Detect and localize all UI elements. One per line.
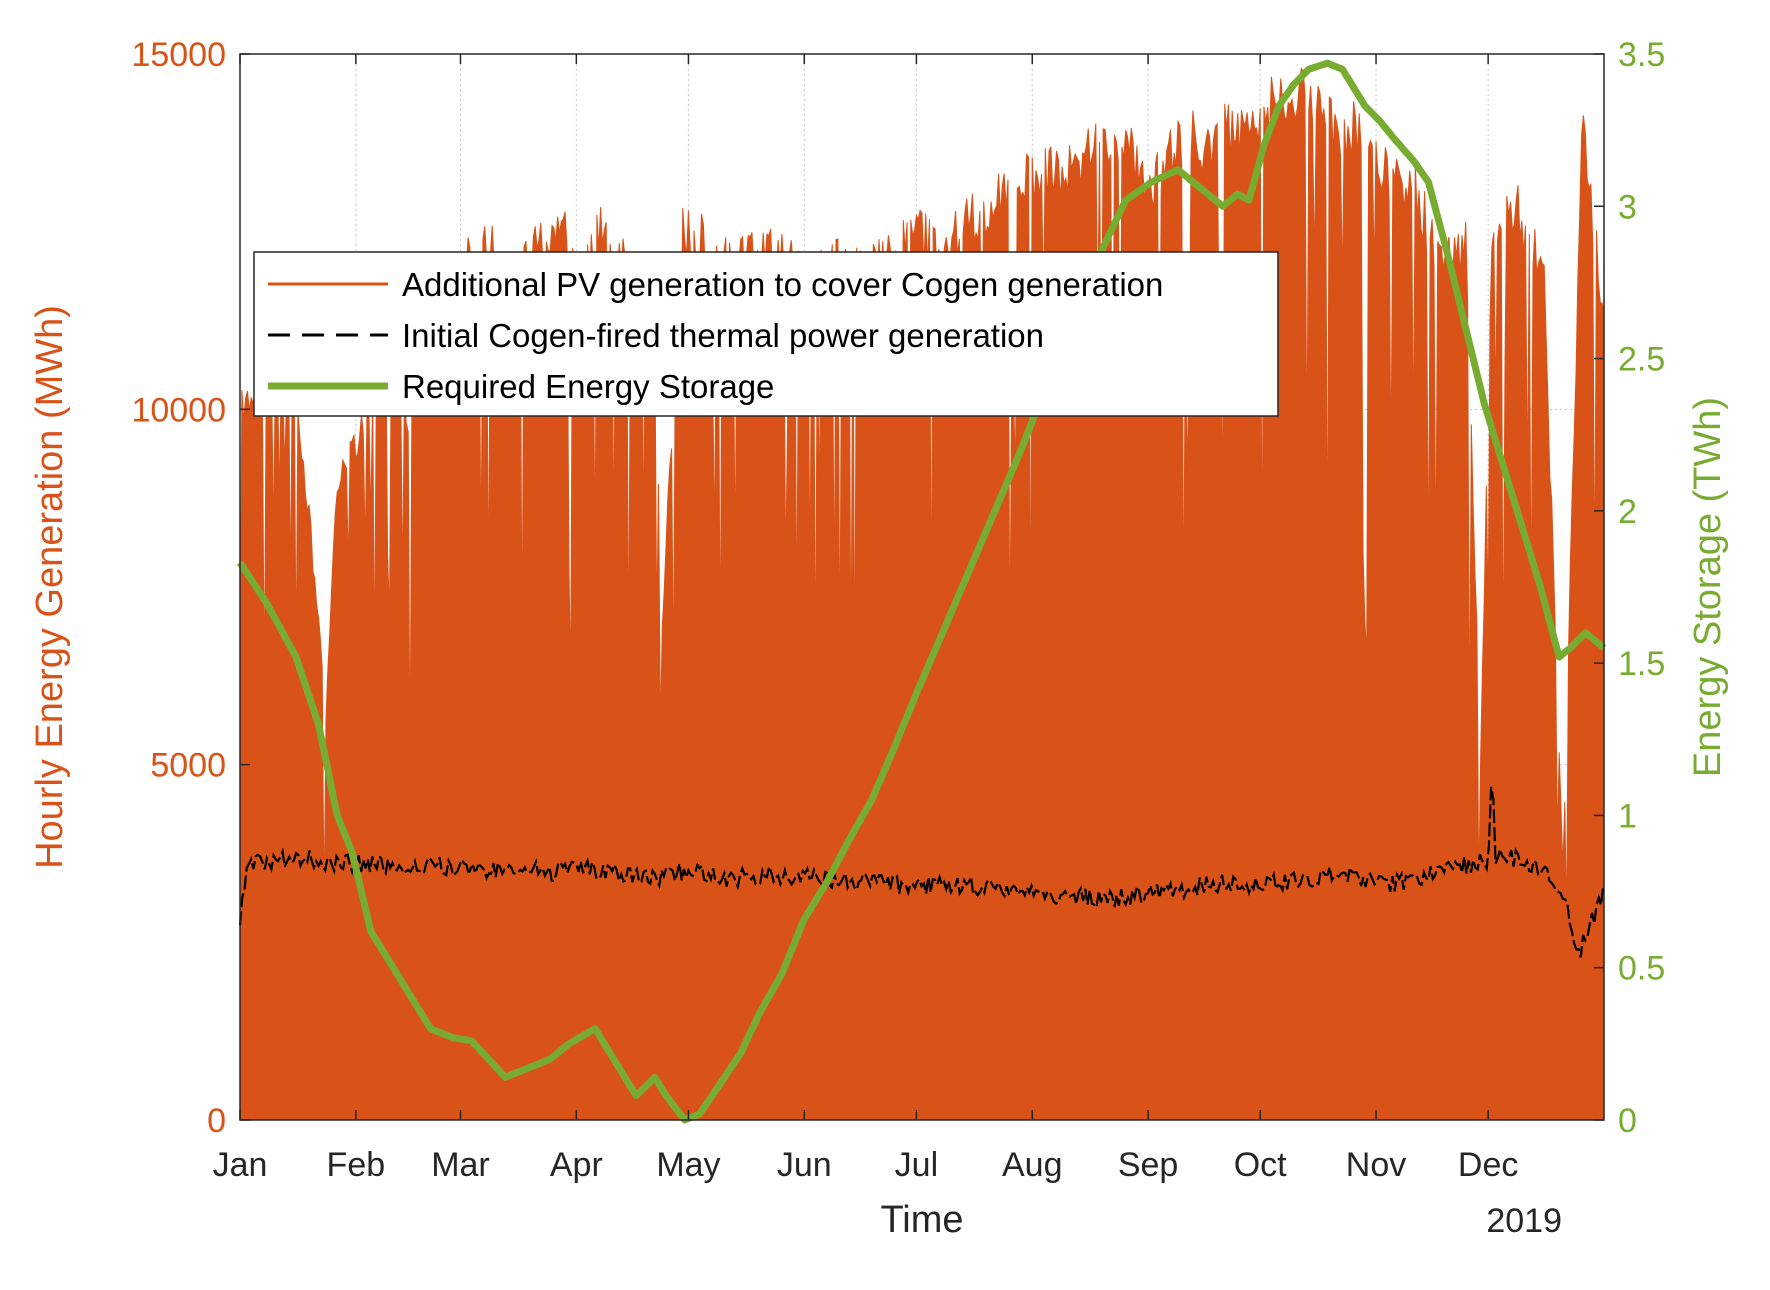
plot-area-frame	[239, 53, 1605, 1121]
x-tick-label: Nov	[1346, 1146, 1406, 1184]
right-axis-ticks: 0 0.5 1 1.5 2 2.5 3 3.5	[1618, 36, 1665, 1140]
left-tick-label: 0	[207, 1102, 226, 1140]
x-axis-title: Time	[880, 1199, 963, 1241]
legend-box	[253, 251, 1279, 417]
x-tick-label: Feb	[327, 1146, 386, 1184]
left-axis-title: Hourly Energy Generation (MWh)	[29, 305, 71, 869]
left-tick-label: 10000	[131, 391, 226, 429]
left-tick-label: 15000	[131, 36, 226, 74]
legend-label-pv: Additional PV generation to cover Cogen …	[402, 266, 1163, 303]
left-tick-label: 5000	[150, 747, 226, 785]
legend: Additional PV generation to cover Cogen …	[253, 251, 1279, 417]
right-tick-label: 1.5	[1618, 645, 1665, 683]
x-tick-label: Dec	[1458, 1146, 1518, 1184]
x-axis-ticks: Jan Feb Mar Apr May Jun Jul Aug Sep Oct Nov Dec	[213, 1146, 1519, 1184]
legend-label-storage: Required Energy Storage	[402, 368, 774, 405]
right-tick-label: 2.5	[1618, 341, 1665, 379]
left-axis-ticks: 0 5000 10000 15000	[131, 36, 226, 1140]
energy-storage-series	[237, 59, 1607, 1124]
cogen-generation-series	[238, 786, 1605, 958]
x-tick-label: Oct	[1234, 1146, 1287, 1184]
x-tick-label: Sep	[1118, 1146, 1179, 1184]
pv-generation-area	[239, 67, 1605, 1121]
right-tick-label: 3	[1618, 188, 1637, 226]
year-label: 2019	[1486, 1202, 1562, 1240]
x-tick-label: May	[656, 1146, 720, 1184]
cogen-generation-line	[238, 786, 1605, 958]
right-tick-label: 0	[1618, 1102, 1637, 1140]
x-tick-label: Apr	[550, 1146, 603, 1184]
x-tick-label: Aug	[1002, 1146, 1063, 1184]
energy-storage-line	[237, 59, 1607, 1124]
right-tick-label: 0.5	[1618, 950, 1665, 988]
right-tick-label: 2	[1618, 493, 1637, 531]
x-tick-label: Jan	[213, 1146, 268, 1184]
x-tick-label: Mar	[431, 1146, 490, 1184]
x-tick-label: Jun	[777, 1146, 832, 1184]
right-axis-title: Energy Storage (TWh)	[1687, 397, 1729, 777]
right-tick-label: 3.5	[1618, 36, 1665, 74]
pv-generation-series	[239, 67, 1605, 1121]
legend-label-cogen: Initial Cogen-fired thermal power genera…	[402, 317, 1044, 354]
x-tick-label: Jul	[895, 1146, 938, 1184]
right-tick-label: 1	[1618, 797, 1637, 835]
tick-marks	[239, 53, 1604, 1121]
